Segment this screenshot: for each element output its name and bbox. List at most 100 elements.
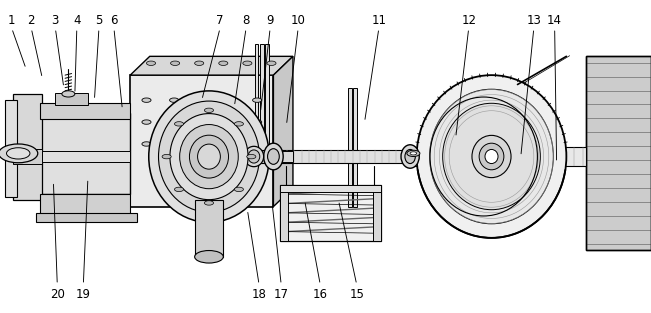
Bar xyxy=(273,150,410,163)
Circle shape xyxy=(62,91,75,97)
Text: 20: 20 xyxy=(50,288,64,301)
Circle shape xyxy=(410,152,417,155)
Ellipse shape xyxy=(180,125,238,189)
Circle shape xyxy=(174,187,184,192)
Bar xyxy=(40,194,130,216)
Text: 7: 7 xyxy=(216,14,224,27)
Bar xyxy=(280,185,381,192)
Text: 4: 4 xyxy=(73,14,81,27)
Bar xyxy=(55,93,88,105)
Ellipse shape xyxy=(268,149,279,164)
Circle shape xyxy=(243,61,252,65)
Ellipse shape xyxy=(244,146,264,167)
Bar xyxy=(195,200,223,257)
Bar xyxy=(254,150,275,163)
Bar xyxy=(353,88,357,207)
Circle shape xyxy=(170,98,178,102)
Ellipse shape xyxy=(430,89,553,224)
Circle shape xyxy=(253,142,262,146)
Bar xyxy=(273,151,293,162)
Ellipse shape xyxy=(159,101,259,212)
Circle shape xyxy=(197,98,206,102)
Bar xyxy=(5,100,17,197)
Bar xyxy=(265,44,269,144)
Text: 1: 1 xyxy=(8,14,16,27)
Circle shape xyxy=(253,120,262,124)
Ellipse shape xyxy=(195,250,223,263)
Circle shape xyxy=(0,144,38,163)
Text: 16: 16 xyxy=(312,288,328,301)
Ellipse shape xyxy=(401,145,419,168)
Ellipse shape xyxy=(189,135,229,178)
Circle shape xyxy=(204,108,214,112)
Ellipse shape xyxy=(264,143,283,170)
Text: 8: 8 xyxy=(242,14,250,27)
Text: 14: 14 xyxy=(547,14,562,27)
Text: 2: 2 xyxy=(27,14,35,27)
Ellipse shape xyxy=(148,91,270,222)
Polygon shape xyxy=(130,56,293,75)
Text: 12: 12 xyxy=(461,14,477,27)
Circle shape xyxy=(7,148,30,159)
Circle shape xyxy=(195,61,204,65)
Ellipse shape xyxy=(472,135,511,178)
Circle shape xyxy=(225,98,234,102)
Bar xyxy=(42,151,130,162)
Circle shape xyxy=(225,142,234,146)
Bar xyxy=(36,213,137,222)
Circle shape xyxy=(253,98,262,102)
Text: 11: 11 xyxy=(371,14,387,27)
Text: 19: 19 xyxy=(76,288,91,301)
Ellipse shape xyxy=(170,114,248,200)
Bar xyxy=(586,56,651,250)
Text: 5: 5 xyxy=(95,14,103,27)
Text: 18: 18 xyxy=(252,288,266,301)
Bar xyxy=(40,113,130,194)
Circle shape xyxy=(170,142,178,146)
Ellipse shape xyxy=(485,149,498,163)
Circle shape xyxy=(142,98,151,102)
Circle shape xyxy=(171,61,180,65)
Ellipse shape xyxy=(405,149,415,163)
Ellipse shape xyxy=(443,103,540,210)
Bar xyxy=(130,75,273,207)
Circle shape xyxy=(267,61,276,65)
Circle shape xyxy=(234,122,243,126)
Bar xyxy=(373,185,381,241)
Circle shape xyxy=(197,142,206,146)
Circle shape xyxy=(247,154,256,159)
Text: 3: 3 xyxy=(51,14,59,27)
Ellipse shape xyxy=(479,143,504,170)
Text: 6: 6 xyxy=(110,14,118,27)
Ellipse shape xyxy=(417,75,566,238)
Text: 13: 13 xyxy=(527,14,541,27)
Circle shape xyxy=(162,154,171,159)
Bar xyxy=(40,103,130,119)
Text: 10: 10 xyxy=(291,14,305,27)
Bar xyxy=(348,88,352,207)
Bar xyxy=(260,44,264,144)
Text: 9: 9 xyxy=(266,14,274,27)
Bar xyxy=(280,185,381,241)
Bar xyxy=(13,94,42,200)
Bar xyxy=(586,56,651,250)
Circle shape xyxy=(204,201,214,205)
Ellipse shape xyxy=(248,150,260,163)
Circle shape xyxy=(174,122,184,126)
Polygon shape xyxy=(273,56,293,207)
Circle shape xyxy=(170,120,178,124)
Bar xyxy=(13,149,42,164)
Circle shape xyxy=(142,142,151,146)
Bar xyxy=(255,44,258,144)
Circle shape xyxy=(225,120,234,124)
Bar xyxy=(280,185,288,241)
Circle shape xyxy=(234,187,243,192)
Ellipse shape xyxy=(197,144,220,169)
Text: 15: 15 xyxy=(350,288,364,301)
Text: 17: 17 xyxy=(273,288,289,301)
Bar xyxy=(410,147,586,166)
Circle shape xyxy=(219,61,228,65)
Circle shape xyxy=(146,61,156,65)
Circle shape xyxy=(407,150,420,156)
Circle shape xyxy=(197,120,206,124)
